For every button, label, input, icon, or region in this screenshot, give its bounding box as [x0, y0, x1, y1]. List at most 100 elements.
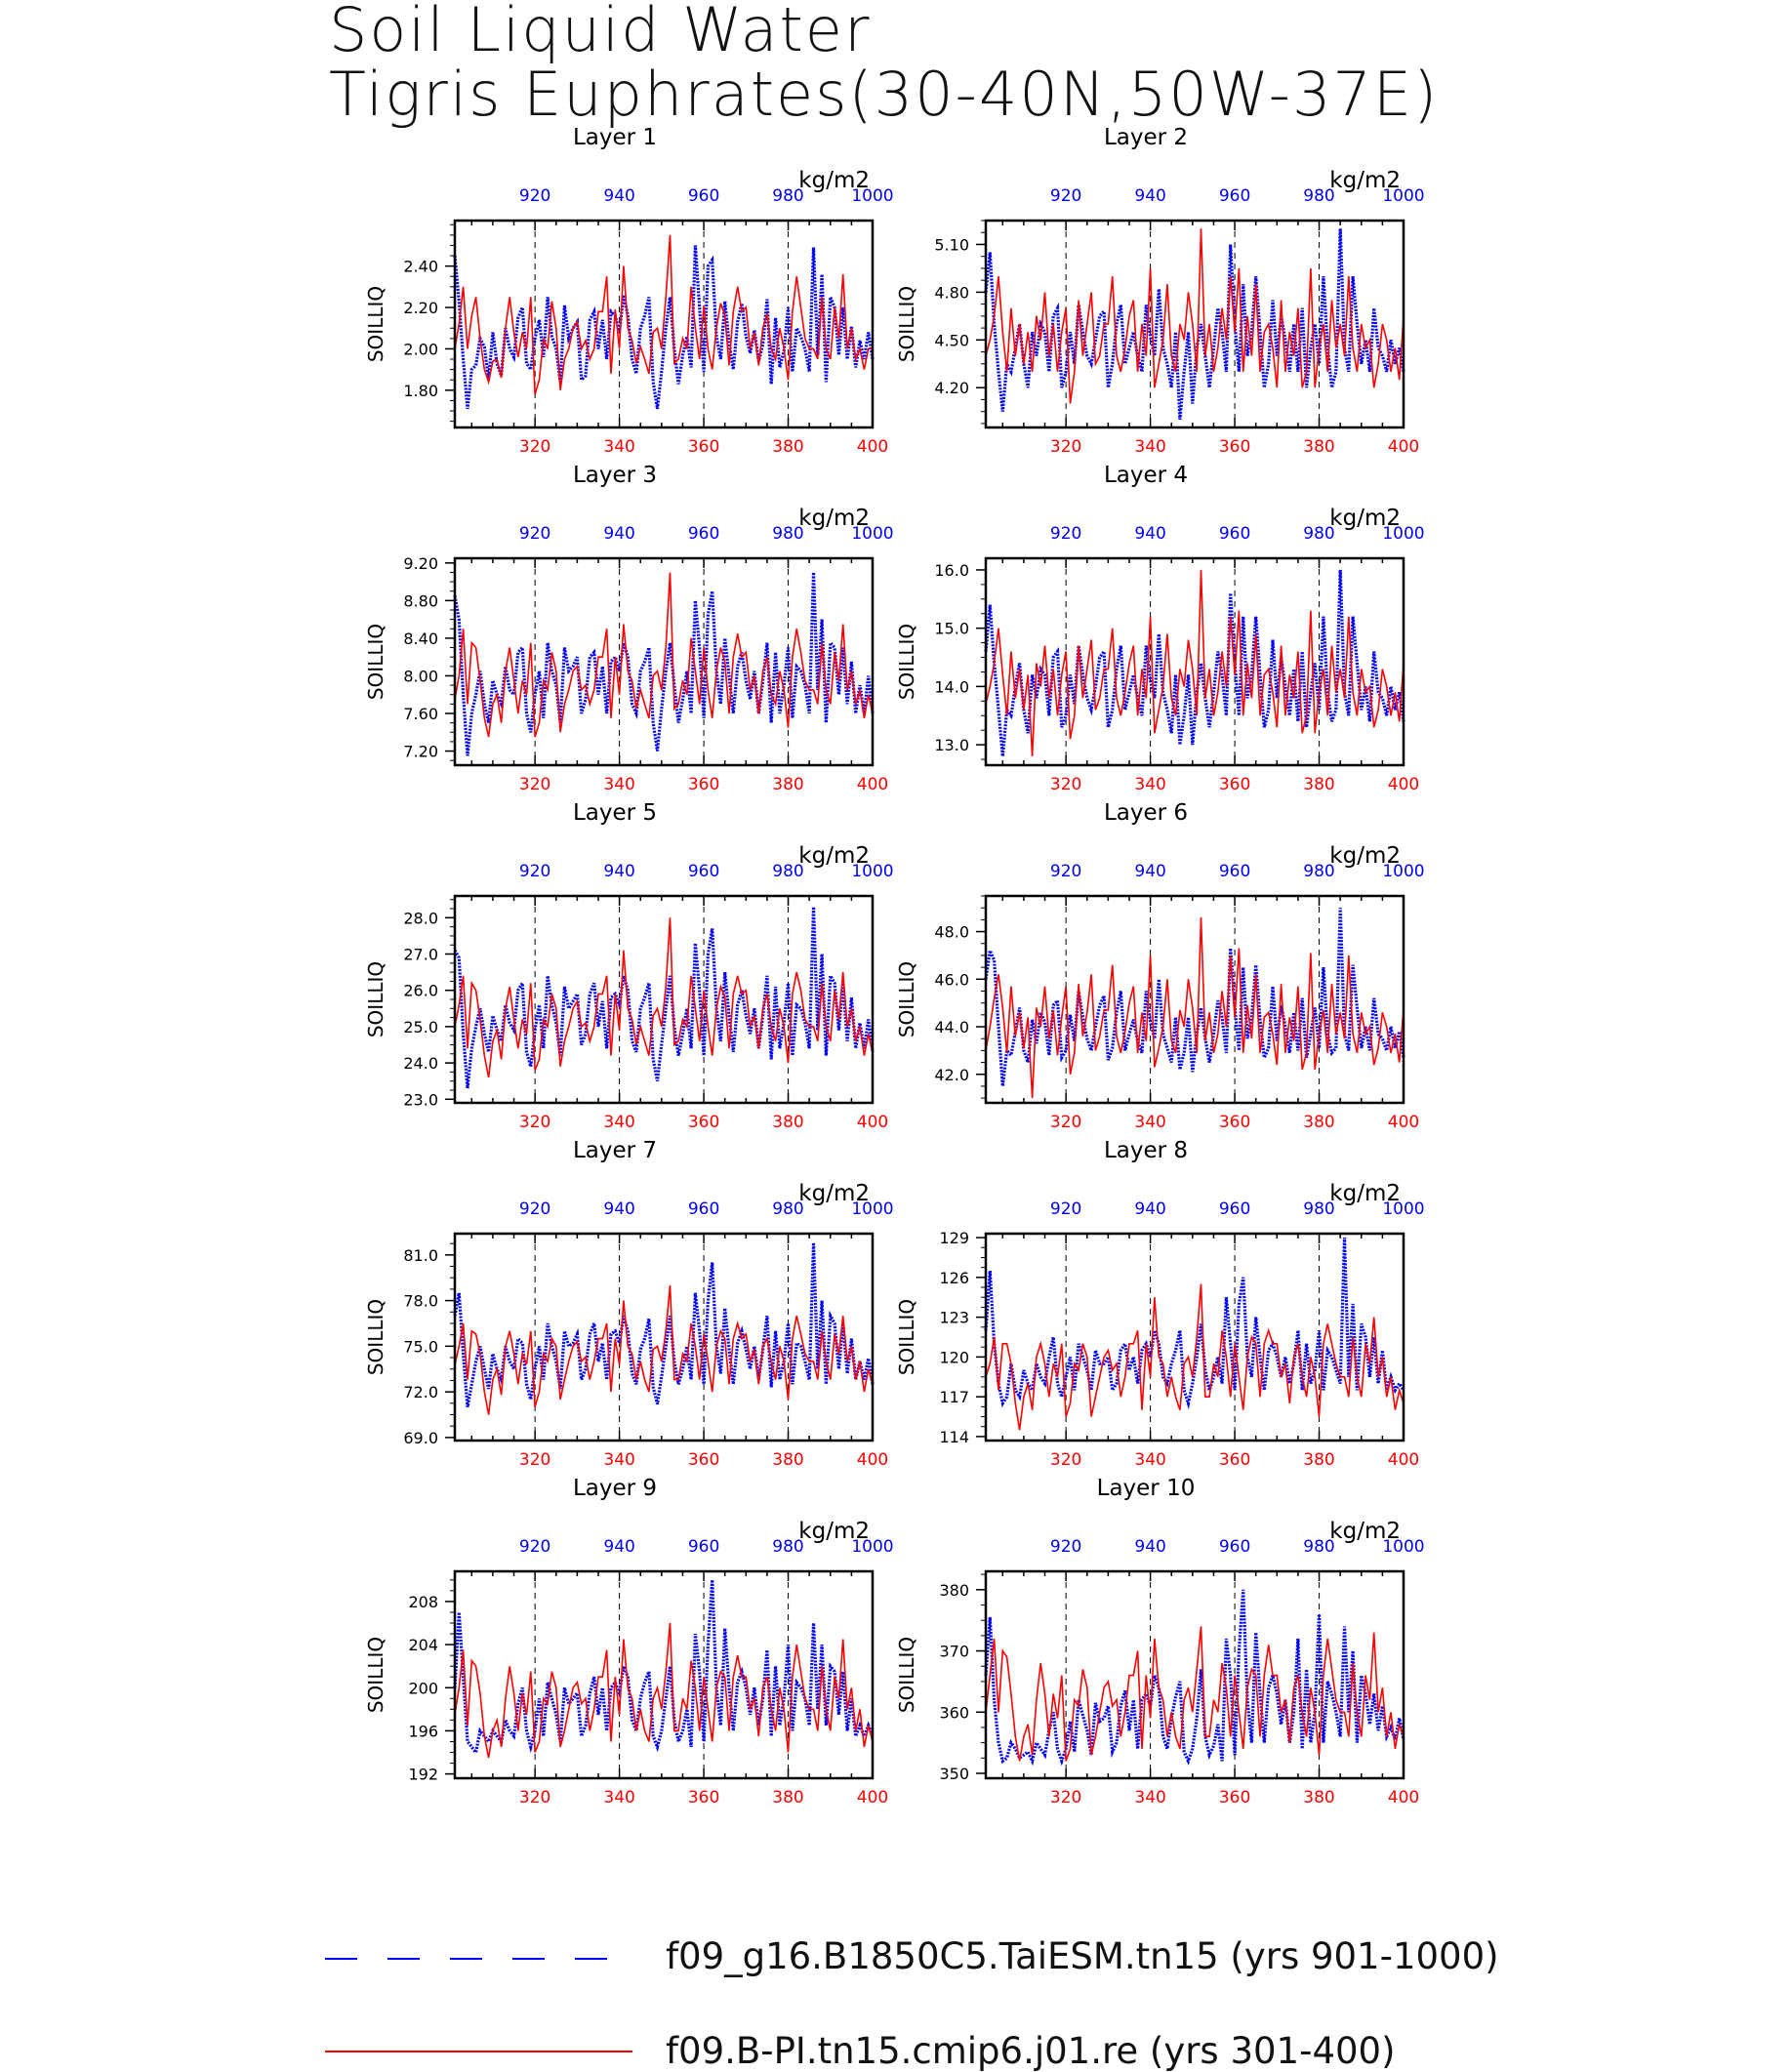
x-top-tick-label: 940	[603, 1199, 634, 1219]
series-line-cmip6	[454, 234, 873, 395]
y-tick-label: 44.0	[934, 1018, 969, 1036]
x-top-tick-label: 940	[603, 1537, 634, 1557]
y-tick-label: 24.0	[403, 1054, 438, 1073]
y-tick-label: 4.20	[934, 379, 969, 397]
x-top-tick-label: 920	[519, 186, 550, 206]
x-tick-label: 360	[1219, 1788, 1250, 1808]
y-tick-label: 7.20	[403, 743, 438, 761]
x-top-tick-label: 980	[772, 1199, 803, 1219]
legend-label-blue: f09_g16.B1850C5.TaiESM.tn15 (yrs 901-100…	[666, 1935, 1499, 1977]
series-line-taiesm	[984, 908, 1405, 1087]
panel-7: Layer 7 kg/m2 320 340 360 380 400 920 940 960 980 1…	[364, 1138, 894, 1470]
x-top-tick-label: 960	[1219, 1199, 1250, 1219]
x-tick-label: 380	[1303, 1113, 1334, 1132]
y-tick-label: 1.80	[403, 382, 438, 400]
plot-frame	[453, 1569, 875, 1780]
units-label: kg/m2	[798, 506, 870, 531]
x-tick-label: 400	[857, 1450, 888, 1470]
y-tick-label: 208	[408, 1593, 438, 1611]
chart-title-line1: Soil Liquid Water	[329, 0, 872, 65]
units-label: kg/m2	[1329, 168, 1401, 193]
x-tick-label: 320	[519, 1788, 550, 1808]
y-tick-label: 2.00	[403, 340, 438, 358]
series-line-taiesm	[984, 1589, 1405, 1767]
plot-frame	[984, 894, 1405, 1105]
y-tick-label: 192	[408, 1766, 438, 1784]
x-tick-label: 360	[1219, 437, 1250, 457]
x-tick-label: 340	[603, 1113, 634, 1132]
y-tick-label: 15.0	[934, 620, 969, 638]
x-tick-label: 380	[772, 1113, 803, 1132]
y-tick-label: 23.0	[403, 1090, 438, 1109]
y-tick-label: 9.20	[403, 554, 438, 573]
x-top-tick-label: 960	[688, 862, 719, 881]
y-tick-label: 69.0	[403, 1429, 438, 1447]
x-tick-label: 340	[603, 775, 634, 794]
series-line-taiesm	[453, 1242, 875, 1407]
panel-title: Layer 9	[573, 1476, 657, 1501]
x-top-tick-label: 980	[1303, 186, 1334, 206]
x-top-tick-label: 960	[688, 524, 719, 544]
x-top-tick-label: 940	[603, 524, 634, 544]
y-tick-label: 2.20	[403, 299, 438, 317]
x-tick-label: 400	[1388, 1788, 1419, 1808]
x-tick-label: 400	[1388, 775, 1419, 794]
y-axis-label: SOILLIQ	[364, 1299, 387, 1375]
y-axis-label: SOILLIQ	[895, 1299, 918, 1375]
series-line-cmip6	[454, 572, 874, 738]
y-axis-label: SOILLIQ	[895, 961, 918, 1037]
y-tick-label: 48.0	[934, 923, 969, 942]
panel-5: Layer 5 kg/m2 320 340 360 380 400 920 940 960 980 1…	[364, 800, 894, 1132]
x-top-tick-label: 940	[1134, 186, 1165, 206]
y-tick-label: 114	[939, 1428, 969, 1446]
x-tick-label: 320	[519, 1113, 550, 1132]
y-tick-label: 117	[939, 1388, 969, 1406]
x-top-tick-label: 940	[1134, 862, 1165, 881]
panel-title: Layer 3	[573, 463, 657, 488]
x-tick-label: 400	[1388, 437, 1419, 457]
x-top-tick-label: 1000	[1382, 1537, 1424, 1557]
x-top-tick-label: 920	[1050, 1537, 1081, 1557]
y-tick-label: 16.0	[934, 561, 969, 580]
series-line-cmip6	[454, 1622, 874, 1759]
x-top-tick-label: 980	[772, 524, 803, 544]
y-tick-label: 14.0	[934, 677, 969, 696]
panel-title: Layer 6	[1104, 800, 1188, 826]
x-tick-label: 380	[772, 437, 803, 457]
y-tick-label: 75.0	[403, 1337, 438, 1356]
panel-title: Layer 8	[1104, 1138, 1188, 1163]
x-top-tick-label: 980	[772, 186, 803, 206]
y-tick-label: 7.60	[403, 705, 438, 723]
x-top-tick-label: 980	[1303, 1537, 1334, 1557]
x-tick-label: 340	[1134, 1450, 1165, 1470]
x-top-tick-label: 1000	[851, 524, 893, 544]
x-top-tick-label: 920	[519, 1537, 550, 1557]
units-label: kg/m2	[798, 843, 870, 869]
panel-2: Layer 2 kg/m2 320 340 360 380 400 920 940 960 980 1…	[895, 125, 1425, 457]
units-label: kg/m2	[1329, 843, 1401, 869]
series-line-taiesm	[453, 907, 875, 1089]
series-line-cmip6	[985, 916, 1405, 1099]
y-tick-label: 8.00	[403, 667, 438, 685]
plot-frame	[984, 219, 1405, 429]
series-line-taiesm	[453, 572, 875, 756]
panel-6: Layer 6 kg/m2 320 340 360 380 400 920 940 960 980 1…	[895, 800, 1425, 1132]
y-tick-label: 123	[939, 1309, 969, 1327]
y-axis-label: SOILLIQ	[895, 624, 918, 700]
x-tick-label: 400	[1388, 1450, 1419, 1470]
y-tick-label: 8.80	[403, 591, 438, 610]
x-tick-label: 360	[688, 437, 719, 457]
plot-frame	[984, 556, 1405, 767]
x-tick-label: 360	[688, 1788, 719, 1808]
x-tick-label: 400	[857, 1113, 888, 1132]
x-top-tick-label: 960	[1219, 186, 1250, 206]
y-tick-label: 4.50	[934, 331, 969, 349]
y-tick-label: 78.0	[403, 1292, 438, 1311]
x-tick-label: 320	[519, 1450, 550, 1470]
x-top-tick-label: 940	[1134, 1537, 1165, 1557]
series-line-taiesm	[984, 569, 1405, 757]
x-top-tick-label: 960	[1219, 862, 1250, 881]
series-line-cmip6	[985, 228, 1405, 404]
y-tick-label: 25.0	[403, 1018, 438, 1036]
x-tick-label: 320	[1050, 1450, 1081, 1470]
